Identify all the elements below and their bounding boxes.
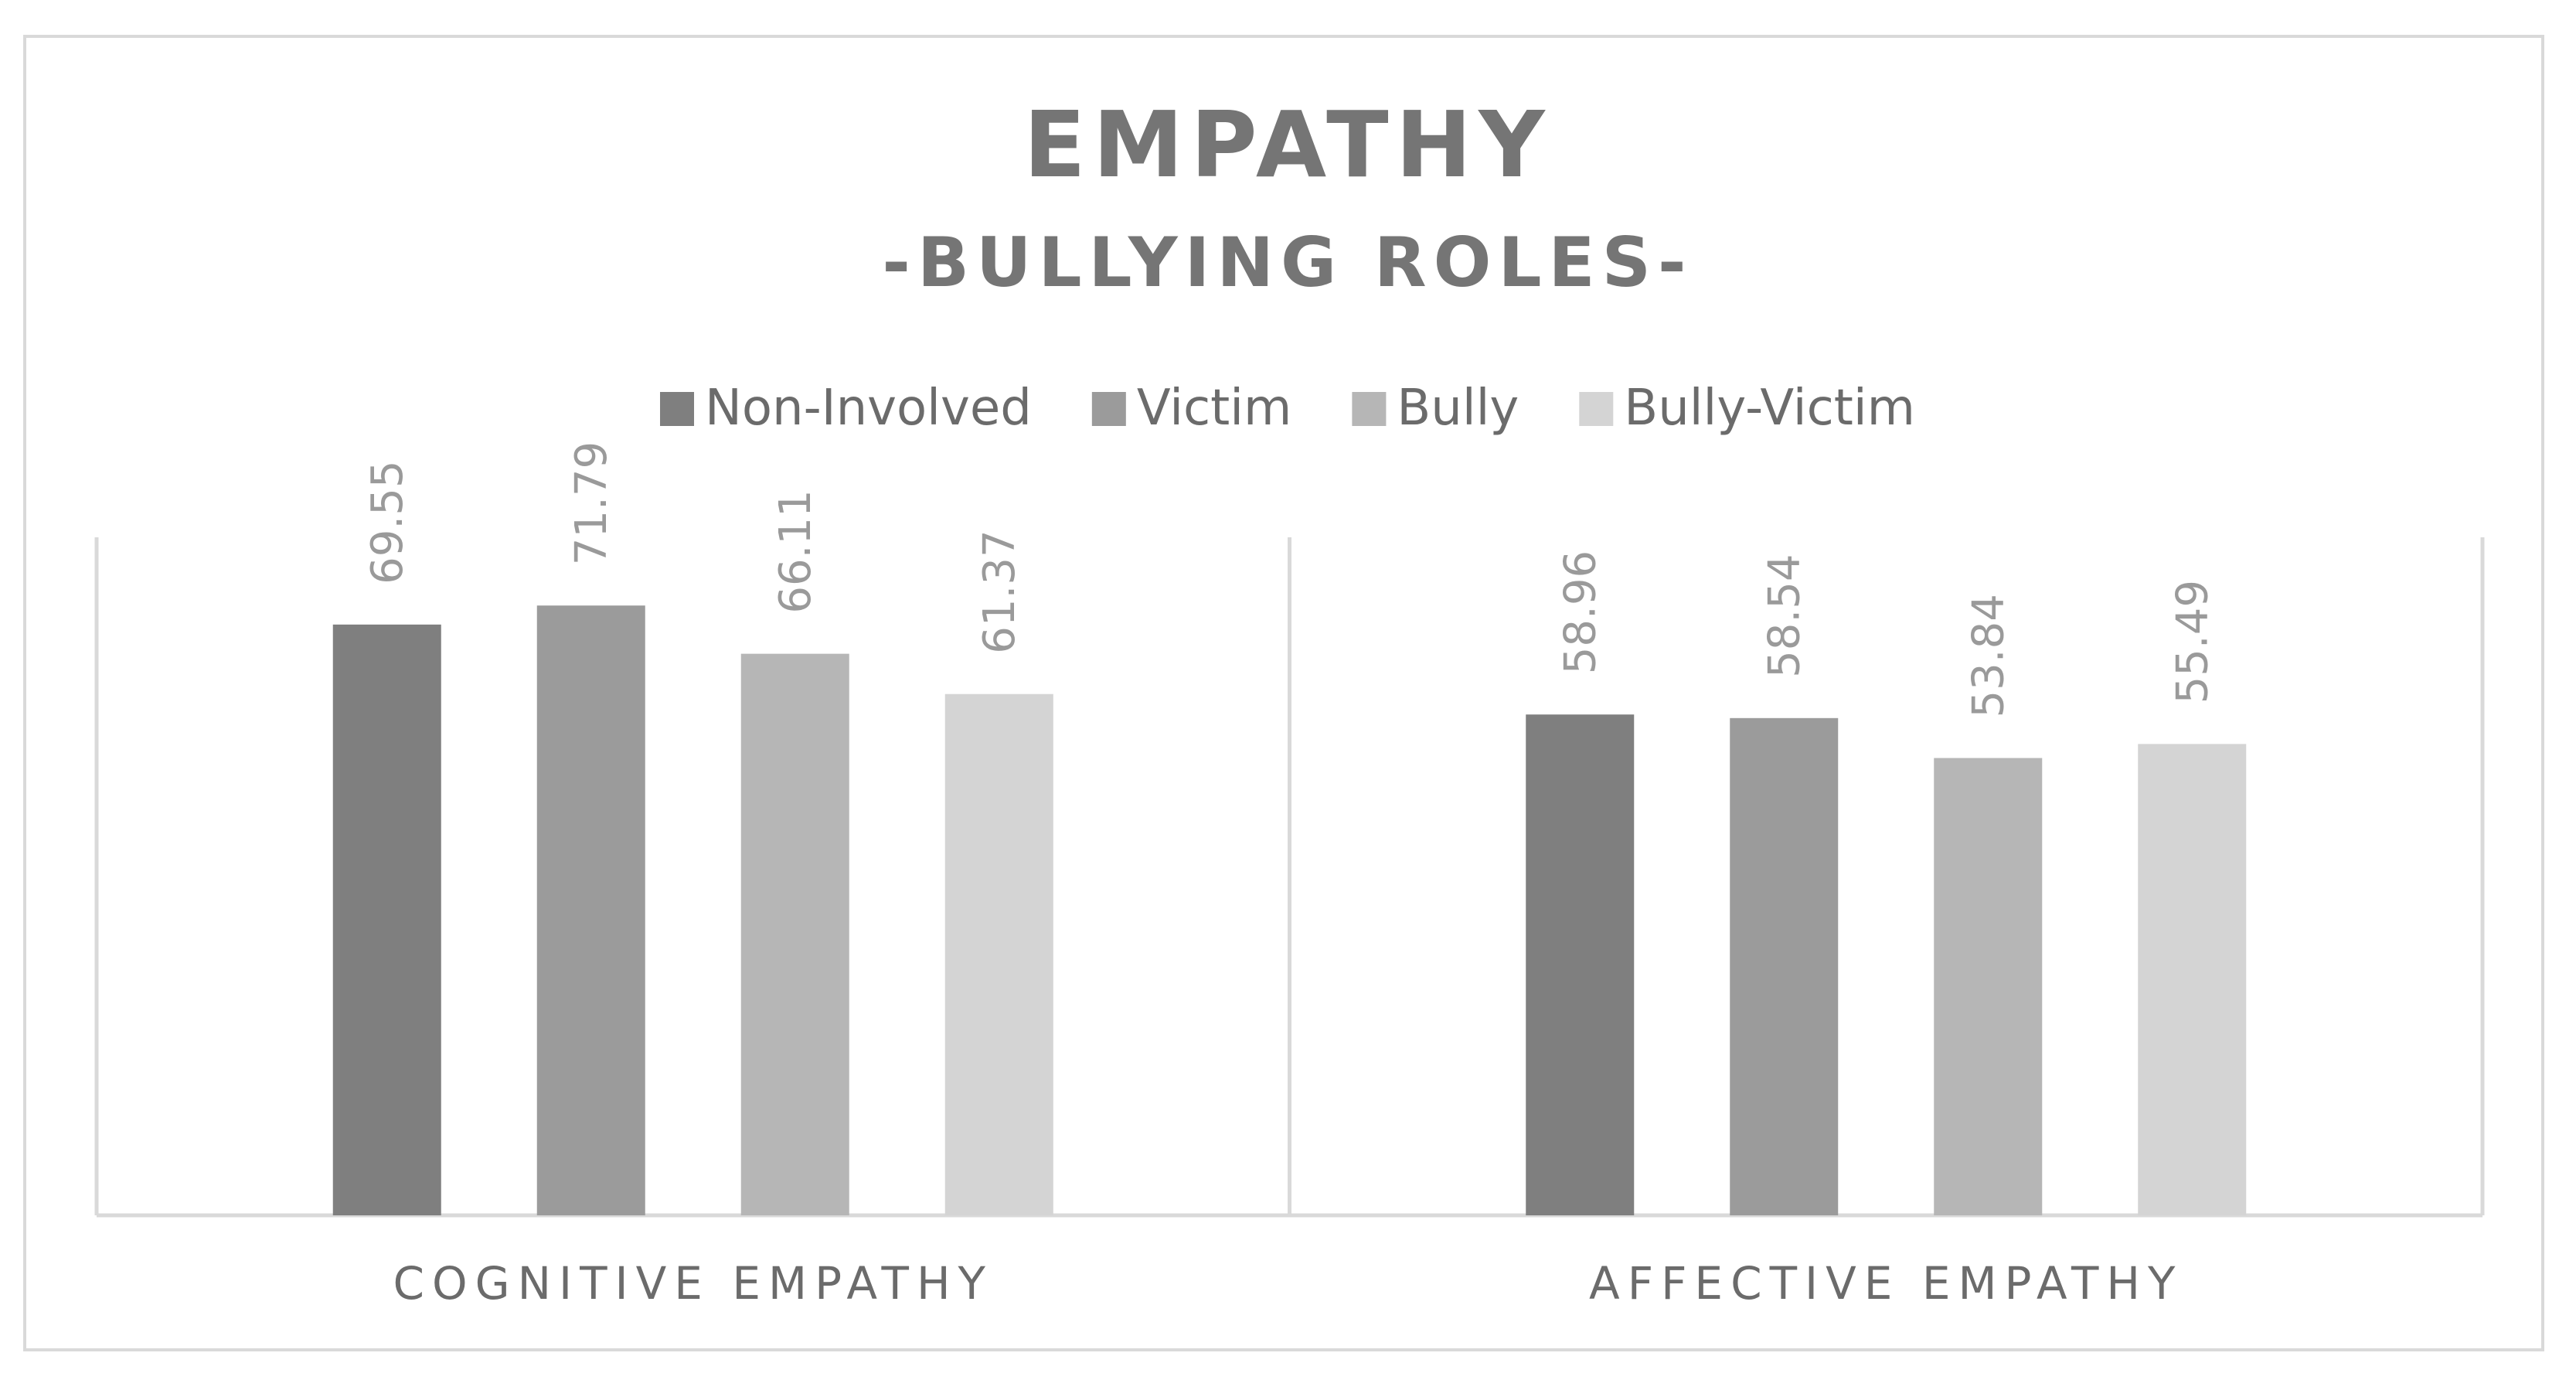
bar-affective-empathy-victim: [1730, 717, 1839, 1215]
legend-label: Non-Involved: [705, 380, 1032, 437]
legend-label: Bully: [1397, 380, 1519, 437]
category-labels: COGNITIVE EMPATHY AFFECTIVE EMPATHY: [393, 1257, 2183, 1310]
data-label-cognitive-empathy-non-involved: 69.55: [362, 461, 413, 584]
data-label-affective-empathy-non-involved: 58.96: [1555, 550, 1605, 674]
bar-affective-empathy-non-involved: [1526, 714, 1635, 1215]
data-label-cognitive-empathy-victim: 71.79: [567, 441, 617, 565]
legend-swatch: [1091, 392, 1126, 426]
bar-affective-empathy-bully-victim: [2138, 744, 2247, 1215]
bar-cognitive-empathy-victim: [536, 605, 645, 1215]
axes: [94, 537, 2485, 1218]
legend-item-victim: Victim: [1091, 380, 1292, 437]
chart-frame: [23, 35, 2544, 1351]
legend-item-bully: Bully: [1352, 380, 1519, 437]
data-label-cognitive-empathy-bully: 66.11: [771, 489, 821, 613]
bar-cognitive-empathy-bully: [740, 653, 849, 1215]
bars: [332, 605, 2247, 1215]
data-labels: 69.55 71.79 66.11 61.37 58.96 58.54 53.84 55.49: [362, 441, 2218, 718]
legend-swatch: [1579, 392, 1614, 426]
legend: Non-Involved Victim Bully Bully-Victim: [660, 380, 1915, 437]
legend-swatch: [660, 392, 695, 426]
legend-label: Victim: [1137, 380, 1292, 437]
data-label-affective-empathy-victim: 58.54: [1759, 554, 1809, 677]
category-label-affective-empathy: AFFECTIVE EMPATHY: [1589, 1257, 2183, 1310]
chart-title: EMPATHY: [1023, 91, 1552, 198]
legend-swatch: [1352, 392, 1387, 426]
legend-item-bully-victim: Bully-Victim: [1579, 380, 1915, 437]
category-label-cognitive-empathy: COGNITIVE EMPATHY: [393, 1257, 993, 1310]
chart-subtitle: -BULLYING ROLES-: [882, 223, 1693, 302]
data-label-affective-empathy-bully-victim: 55.49: [2167, 580, 2217, 704]
data-label-affective-empathy-bully: 53.84: [1963, 594, 2013, 717]
legend-item-non-involved: Non-Involved: [660, 380, 1032, 437]
data-label-cognitive-empathy-bully-victim: 61.37: [975, 530, 1025, 653]
legend-label: Bully-Victim: [1624, 380, 1915, 437]
bar-cognitive-empathy-bully-victim: [944, 693, 1053, 1215]
bar-affective-empathy-bully: [1934, 758, 2043, 1215]
bar-cognitive-empathy-non-involved: [332, 624, 441, 1215]
